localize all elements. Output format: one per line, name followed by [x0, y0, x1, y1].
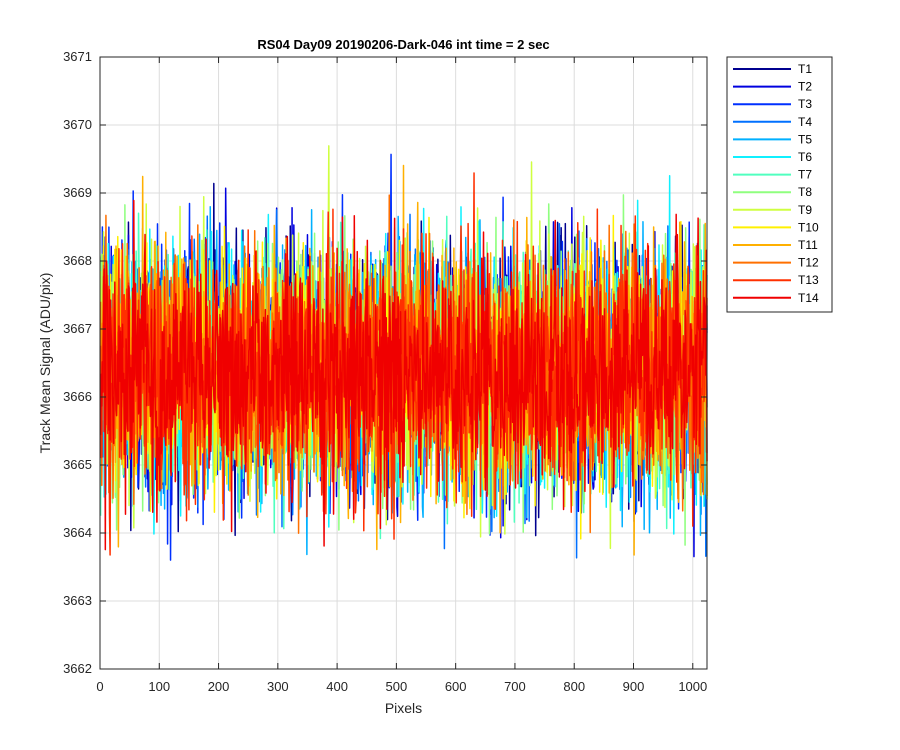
plot-area: 0 100 200 300 400 500 600 700 800 900 1000 3662 3663…: [63, 49, 708, 694]
x-tick-label: 100: [148, 679, 170, 694]
legend-label-t14: T14: [798, 291, 819, 305]
x-tick-label: 300: [267, 679, 289, 694]
axis-ticks: 0 100 200 300 400 500 600 700 800 900 1000 3662 3663…: [63, 49, 707, 694]
x-tick-label: 400: [326, 679, 348, 694]
legend-label-t8: T8: [798, 185, 812, 199]
legend-label-t3: T3: [798, 97, 812, 111]
y-tick-label: 3667: [63, 321, 92, 336]
y-tick-label: 3663: [63, 593, 92, 608]
legend-label-t12: T12: [798, 256, 819, 270]
y-tick-label: 3665: [63, 457, 92, 472]
y-tick-label: 3664: [63, 525, 92, 540]
y-tick-label: 3662: [63, 661, 92, 676]
y-axis-label: Track Mean Signal (ADU/pix): [37, 273, 53, 454]
x-tick-label: 1000: [678, 679, 707, 694]
y-tick-label: 3668: [63, 253, 92, 268]
legend-box: [726, 56, 833, 313]
legend-label-t11: T11: [798, 238, 818, 252]
legend-label-t5: T5: [798, 132, 812, 146]
x-tick-label: 900: [623, 679, 645, 694]
series-line-t14: [99, 199, 708, 551]
x-tick-label: 500: [386, 679, 408, 694]
x-axis-label: Pixels: [385, 700, 422, 716]
legend-label-t10: T10: [798, 220, 819, 234]
y-tick-label: 3666: [63, 389, 92, 404]
x-tick-label: 800: [563, 679, 585, 694]
legend-entries: T1 T2 T3 T4 T5 T6 T7 T8 T9 T10 T11 T12 T13 T14: [733, 62, 819, 305]
legend-label-t9: T9: [798, 203, 812, 217]
legend-label-t2: T2: [798, 80, 812, 94]
legend-label-t7: T7: [798, 168, 812, 182]
data-series-group: [99, 145, 708, 561]
x-tick-label: 0: [96, 679, 103, 694]
legend-label-t4: T4: [798, 115, 812, 129]
x-tick-label: 600: [445, 679, 467, 694]
x-tick-label: 200: [208, 679, 230, 694]
legend-label-t1: T1: [798, 62, 812, 76]
y-tick-label: 3669: [63, 185, 92, 200]
legend: T1 T2 T3 T4 T5 T6 T7 T8 T9 T10 T11 T12 T13 T14: [726, 56, 833, 313]
y-tick-label: 3671: [63, 49, 92, 64]
axes-box: [99, 56, 708, 670]
legend-label-t6: T6: [798, 150, 812, 164]
x-tick-label: 700: [504, 679, 526, 694]
legend-label-t13: T13: [798, 273, 819, 287]
y-tick-label: 3670: [63, 117, 92, 132]
chart-title: RS04 Day09 20190206-Dark-046 int time = …: [257, 37, 549, 52]
